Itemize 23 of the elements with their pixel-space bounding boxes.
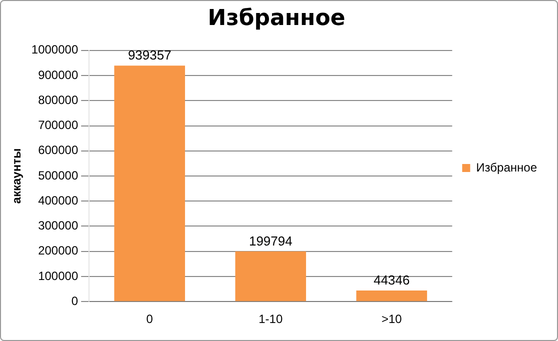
y-tick-label: 700000 (38, 118, 78, 132)
legend-label: Избранное (476, 160, 538, 174)
y-tick-label: 400000 (38, 193, 78, 208)
data-label: 44346 (374, 272, 410, 288)
data-label: 199794 (248, 233, 292, 248)
x-tick-label: 0 (146, 312, 154, 326)
y-tick-label: 900000 (38, 68, 78, 82)
y-tick-label: 200000 (38, 244, 78, 258)
chart-title: Избранное (208, 6, 346, 31)
x-tick-label: >10 (381, 312, 402, 326)
data-label: 939357 (128, 48, 172, 63)
y-tick-label: 500000 (38, 168, 78, 182)
y-tick-label: 1000000 (31, 42, 78, 57)
bar (235, 251, 306, 302)
y-axis-title: аккаунты (10, 148, 24, 204)
bar (114, 66, 186, 302)
y-tick-label: 100000 (38, 268, 78, 283)
y-tick-label: 300000 (38, 218, 78, 233)
x-tick-label: 1-10 (258, 312, 283, 326)
y-tick-label: 0 (71, 294, 78, 308)
y-tick-label: 800000 (38, 92, 78, 107)
bar (356, 290, 428, 302)
y-tick-label: 600000 (38, 143, 78, 158)
